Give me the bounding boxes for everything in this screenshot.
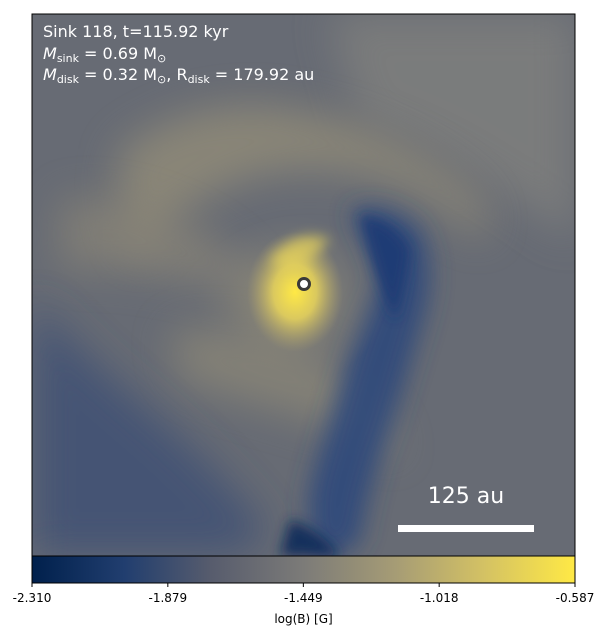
colorbar-tick-label: -1.879	[148, 591, 187, 605]
colorbar-tick-label: -0.587	[556, 591, 595, 605]
map-swirl-upper	[117, 105, 488, 260]
map-core-arc	[270, 235, 330, 269]
map-bottom-dark-patch	[280, 520, 340, 556]
map-region-upper-right	[330, 14, 575, 240]
map-region-lower-left-dark	[32, 300, 264, 556]
map-stream-core	[360, 215, 410, 320]
annotation-line-3: Mdisk = 0.32 M⊙, Rdisk = 179.92 au	[43, 65, 314, 86]
colorbar-ticks: -2.310 -1.879 -1.449 -1.018 -0.587	[13, 583, 595, 605]
annotation-line-1: Sink 118, t=115.92 kyr	[43, 22, 229, 41]
colorbar: -2.310 -1.879 -1.449 -1.018 -0.587 log(B) [G…	[13, 555, 595, 626]
map-core-glow	[247, 232, 343, 352]
sink-marker-icon	[297, 277, 311, 291]
annotation-block: Sink 118, t=115.92 kyr Msink = 0.69 M⊙ M…	[43, 22, 314, 86]
colorbar-axis-label: log(B) [G]	[274, 612, 332, 626]
colorbar-tick-label: -1.449	[284, 591, 323, 605]
colorbar-tick-label: -2.310	[13, 591, 52, 605]
field-map-panel	[32, 14, 575, 556]
scale-bar: 125 au	[398, 484, 534, 532]
scale-bar-label: 125 au	[428, 484, 504, 509]
annotation-line-2: Msink = 0.69 M⊙	[43, 44, 166, 65]
colorbar-tick-label: -1.018	[420, 591, 459, 605]
colorbar-gradient	[31, 555, 576, 584]
scale-bar-line	[398, 525, 534, 532]
